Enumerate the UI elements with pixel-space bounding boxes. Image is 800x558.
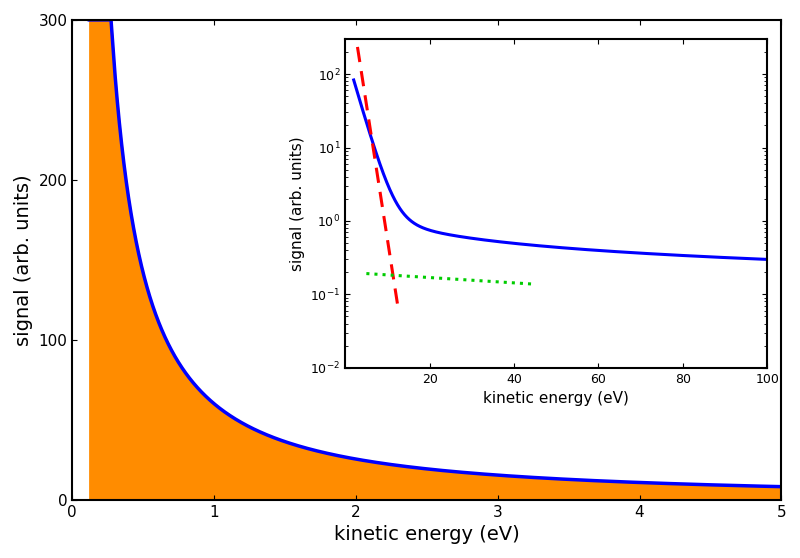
X-axis label: kinetic energy (eV): kinetic energy (eV) xyxy=(334,525,520,544)
Y-axis label: signal (arb. units): signal (arb. units) xyxy=(14,174,33,345)
